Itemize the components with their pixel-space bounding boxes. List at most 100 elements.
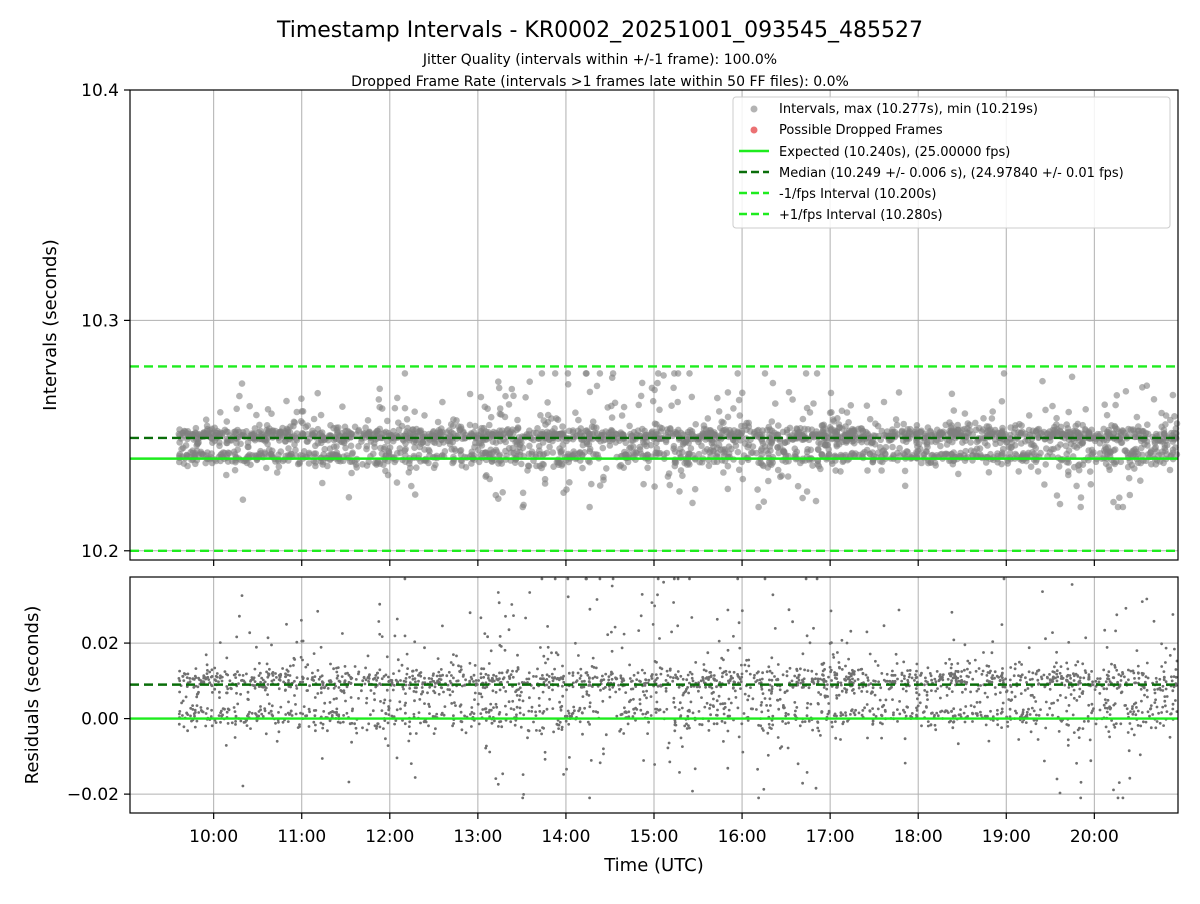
residual-point [211, 724, 214, 727]
residual-point [1131, 713, 1134, 716]
residual-point [684, 691, 687, 694]
residual-point [433, 680, 436, 683]
residual-point [835, 674, 838, 677]
interval-point [394, 450, 401, 457]
residual-point [221, 714, 224, 717]
residual-point [716, 722, 719, 725]
residual-point [1107, 670, 1110, 673]
interval-point [673, 431, 680, 438]
residual-point [821, 663, 824, 666]
residual-point [756, 768, 759, 771]
residual-point [1067, 641, 1070, 644]
residual-point [655, 661, 658, 664]
residual-point [1065, 662, 1068, 665]
interval-point [176, 426, 183, 433]
residual-point [698, 723, 701, 726]
chart-subtitle-jitter: Jitter Quality (intervals within +/-1 fr… [422, 52, 777, 68]
residual-point [852, 688, 855, 691]
residual-point [284, 713, 287, 716]
residual-point [348, 781, 351, 784]
residual-point [1103, 704, 1106, 707]
residual-point [444, 705, 447, 708]
interval-point [545, 412, 552, 419]
residual-point [1140, 688, 1143, 691]
residual-point [263, 707, 266, 710]
interval-point [411, 408, 418, 415]
residual-point [916, 697, 919, 700]
residual-point [406, 667, 409, 670]
residual-point [846, 642, 849, 645]
residual-point [562, 773, 565, 776]
residual-point [964, 721, 967, 724]
residual-point [627, 723, 630, 726]
residual-point [517, 666, 520, 669]
residual-point [502, 678, 505, 681]
interval-point [685, 440, 692, 447]
interval-point [813, 498, 820, 505]
residual-point [745, 659, 748, 662]
interval-point [889, 444, 896, 451]
residual-point [911, 677, 914, 680]
residual-point [335, 667, 338, 670]
residual-point [641, 669, 644, 672]
residual-point [1072, 672, 1075, 675]
interval-point [509, 426, 516, 433]
residual-point [911, 712, 914, 715]
interval-point [314, 390, 321, 397]
residual-point [898, 609, 901, 612]
residual-point [678, 771, 681, 774]
residual-point [383, 699, 386, 702]
interval-point [300, 408, 307, 415]
residual-point [546, 625, 549, 628]
interval-point [1122, 447, 1129, 454]
residual-point [727, 609, 730, 612]
interval-point [674, 399, 681, 406]
residual-point [713, 674, 716, 677]
residual-point [381, 677, 384, 680]
residual-point [930, 679, 933, 682]
residual-point [206, 669, 209, 672]
residual-point [668, 742, 671, 745]
residual-point [1034, 700, 1037, 703]
residual-point [1055, 651, 1058, 654]
residual-point [1090, 670, 1093, 673]
residual-point [711, 687, 714, 690]
residual-point [1171, 689, 1174, 692]
interval-point [552, 370, 559, 377]
residual-point [1082, 677, 1085, 680]
residual-point [984, 692, 987, 695]
residual-point [604, 686, 607, 689]
interval-point [396, 426, 403, 433]
interval-point [1082, 406, 1089, 413]
interval-point [619, 412, 626, 419]
residual-point [312, 679, 315, 682]
residual-point [793, 701, 796, 704]
residual-point [235, 692, 238, 695]
residual-point [1060, 677, 1063, 680]
residual-point [452, 653, 455, 656]
interval-point [1057, 501, 1064, 508]
interval-point [394, 395, 401, 402]
residual-point [535, 729, 538, 732]
residual-point [829, 642, 832, 645]
residual-point [475, 679, 478, 682]
residual-point [1069, 677, 1072, 680]
residual-point [1153, 620, 1156, 623]
residual-point [267, 683, 270, 686]
residual-point [226, 687, 229, 690]
residual-point [428, 712, 431, 715]
residual-point [236, 703, 239, 706]
residual-point [322, 681, 325, 684]
residual-point [678, 686, 681, 689]
residual-point [951, 611, 954, 614]
interval-point [1139, 384, 1146, 391]
interval-point [384, 418, 391, 425]
residual-point [994, 693, 997, 696]
interval-point [914, 422, 921, 429]
residual-point [777, 663, 780, 666]
residual-point [365, 702, 368, 705]
intervals-ytick-label-1: 10.3 [81, 311, 119, 331]
interval-point [737, 412, 744, 419]
residual-point [225, 657, 228, 660]
residual-point [901, 672, 904, 675]
